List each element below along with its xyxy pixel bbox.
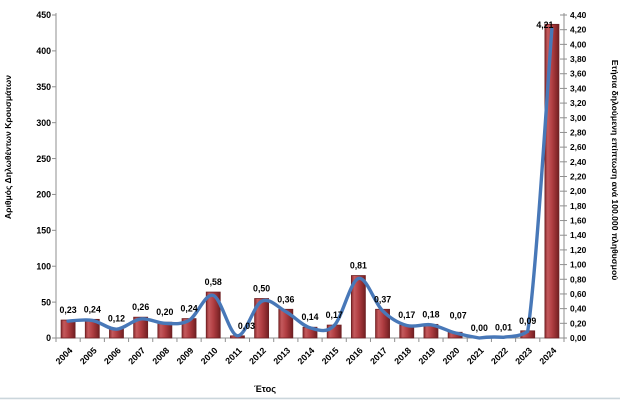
left-tick-label: 350: [36, 82, 51, 92]
year-label-2007: 2007: [126, 345, 147, 366]
left-tick-label: 300: [36, 118, 51, 128]
value-label-2012: 0,50: [253, 284, 270, 294]
year-label-2023: 2023: [513, 345, 534, 366]
value-label-2009: 0,24: [180, 304, 197, 314]
year-label-2004: 2004: [54, 345, 75, 366]
value-label-2008: 0,20: [156, 307, 173, 317]
year-label-2010: 2010: [199, 345, 220, 366]
year-label-2012: 2012: [247, 345, 268, 366]
right-tick-label: 1,60: [570, 216, 587, 226]
left-tick-label: 0: [46, 333, 51, 343]
bar-2007: [133, 316, 149, 339]
year-label-2014: 2014: [295, 345, 316, 366]
left-tick-label: 400: [36, 46, 51, 56]
right-tick-label: 1,00: [570, 260, 587, 270]
year-label-2021: 2021: [465, 345, 486, 366]
right-tick-label: 0,40: [570, 304, 587, 314]
value-label-2018: 0,17: [398, 310, 415, 320]
value-label-2006: 0,12: [108, 314, 125, 324]
left-tick-label: 250: [36, 154, 51, 164]
left-axis-labels: 0 50 100 150 200 250 300 350 400 450: [36, 10, 51, 343]
bar-2016: [350, 275, 366, 339]
right-tick-label: 2,00: [570, 186, 587, 196]
left-tick-label: 150: [36, 226, 51, 236]
right-tick-label: 0,00: [570, 333, 587, 343]
right-tick-label: 4,20: [570, 25, 587, 35]
right-tick-label: 0,80: [570, 274, 587, 284]
year-label-2013: 2013: [271, 345, 292, 366]
x-axis-title: Έτος: [254, 384, 276, 394]
year-label-2019: 2019: [416, 345, 437, 366]
bar-2013: [278, 308, 294, 339]
right-axis-title: Ετήσια δηλούμενη επίπτωση ανά 100.000 πλ…: [610, 60, 620, 280]
year-label-2022: 2022: [489, 345, 510, 366]
value-label-2005: 0,24: [84, 304, 101, 314]
bars-series: [60, 23, 560, 339]
right-tick-label: 2,80: [570, 127, 587, 137]
left-tick-label: 50: [41, 297, 51, 307]
right-axis-labels: 0,00 0,20 0,40 0,60 0,80 1,00 1,20 1,40 1,60 1,80…: [570, 10, 587, 343]
value-label-2023: 0,09: [519, 316, 536, 326]
value-label-2022: 0,01: [495, 322, 512, 332]
x-axis-labels: 2004 2005 2006 2007 2008 2009 2010 2011 2012 2013…: [54, 345, 559, 366]
value-label-2007: 0,26: [132, 302, 149, 312]
right-tick-label: 1,40: [570, 230, 587, 240]
right-tick-label: 4,00: [570, 39, 587, 49]
axes: [55, 13, 565, 339]
incidence-line: [66, 27, 554, 340]
bar-2024: [544, 23, 560, 339]
right-tick-label: 0,20: [570, 318, 587, 328]
right-tick-label: 3,40: [570, 83, 587, 93]
year-label-2006: 2006: [102, 345, 123, 366]
right-tick-label: 2,60: [570, 142, 587, 152]
year-label-2005: 2005: [78, 345, 99, 366]
value-label-2017: 0,37: [374, 294, 391, 304]
year-label-2015: 2015: [320, 345, 341, 366]
bar-2012: [254, 298, 270, 339]
value-label-2019: 0,18: [422, 309, 439, 319]
left-tick-label: 100: [36, 261, 51, 271]
tick-marks: [52, 14, 567, 342]
value-label-2024: 4,21: [536, 20, 553, 30]
left-tick-label: 450: [36, 10, 51, 20]
right-tick-label: 4,40: [570, 10, 587, 20]
left-axis-title: Αριθμός Δηλωθέντων Κρουσμάτων: [3, 75, 13, 219]
year-label-2024: 2024: [537, 345, 558, 366]
value-label-2014: 0,14: [301, 312, 318, 322]
value-label-2011: 0,03: [238, 321, 255, 331]
value-label-2013: 0,36: [277, 294, 294, 304]
value-label-2021: 0,00: [471, 323, 488, 333]
right-tick-label: 2,20: [570, 172, 587, 182]
year-label-2009: 2009: [175, 345, 196, 366]
year-label-2008: 2008: [150, 345, 171, 366]
right-tick-label: 2,40: [570, 157, 587, 167]
value-label-2016: 0,81: [350, 261, 367, 271]
right-tick-label: 3,00: [570, 113, 587, 123]
right-tick-label: 3,80: [570, 54, 587, 64]
right-tick-label: 1,80: [570, 201, 587, 211]
value-label-2020: 0,07: [450, 310, 467, 320]
year-label-2018: 2018: [392, 345, 413, 366]
value-label-2015: 0,17: [326, 310, 343, 320]
right-tick-label: 0,60: [570, 289, 587, 299]
year-label-2020: 2020: [441, 345, 462, 366]
right-tick-label: 3,20: [570, 98, 587, 108]
left-tick-label: 200: [36, 190, 51, 200]
bar-2010: [205, 291, 221, 339]
year-label-2011: 2011: [223, 345, 244, 366]
value-label-2004: 0,23: [60, 305, 77, 315]
year-label-2017: 2017: [368, 345, 389, 366]
right-tick-label: 1,20: [570, 245, 587, 255]
year-label-2016: 2016: [344, 345, 365, 366]
point-labels: 0,23 0,24 0,12 0,26 0,20 0,24 0,58 0,03 0,50 0,36…: [60, 20, 554, 333]
value-label-2010: 0,58: [205, 277, 222, 287]
right-tick-label: 3,60: [570, 69, 587, 79]
